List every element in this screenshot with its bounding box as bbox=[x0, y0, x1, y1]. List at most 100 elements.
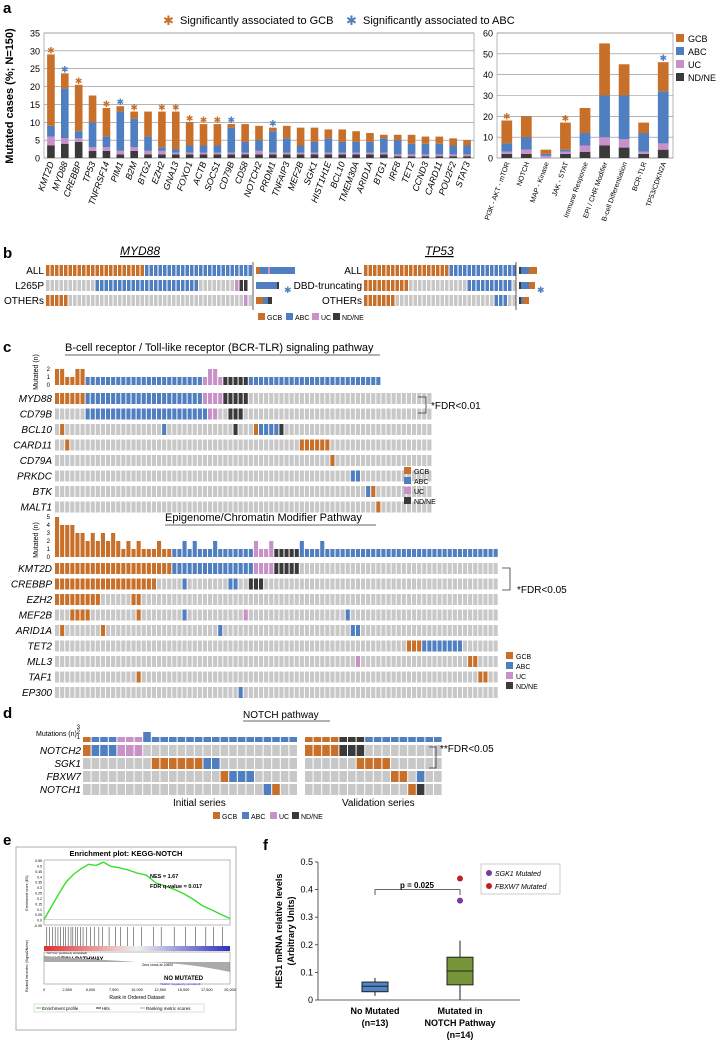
bcr-cell bbox=[172, 486, 177, 497]
bcr-cell bbox=[274, 424, 279, 435]
bcr-cell bbox=[391, 424, 396, 435]
epi-cell bbox=[106, 671, 111, 683]
panel-d-label: d bbox=[3, 705, 12, 722]
bcr-cell bbox=[320, 470, 325, 482]
bcr-cell bbox=[65, 424, 70, 435]
epi-cell bbox=[417, 594, 422, 605]
myd88-cell bbox=[163, 295, 167, 306]
bcr-cell bbox=[376, 439, 381, 451]
tp53-cell bbox=[386, 295, 390, 306]
notch-count-bar bbox=[220, 737, 229, 742]
epi-cell bbox=[406, 609, 411, 621]
epi-cell bbox=[473, 656, 478, 667]
bcr-cell bbox=[355, 424, 360, 435]
notch-validation-cell bbox=[408, 771, 416, 782]
epi-count-bar bbox=[111, 533, 116, 557]
gsea-xtick: 12,500 bbox=[154, 988, 166, 992]
genes-bar-gcb bbox=[88, 95, 97, 123]
myd88-star-icon: ✱ bbox=[284, 285, 292, 295]
epi-cell bbox=[85, 671, 90, 683]
bcr-count-bar bbox=[177, 377, 182, 385]
bcr-cell bbox=[111, 408, 116, 420]
epi-cell bbox=[294, 625, 299, 636]
bcr-cell bbox=[422, 501, 427, 513]
bcr-cell bbox=[361, 470, 366, 482]
notch-count-bar bbox=[194, 737, 203, 742]
epi-cell bbox=[391, 609, 396, 621]
bcr-cell bbox=[274, 486, 279, 497]
bcr-count-bar bbox=[167, 377, 172, 385]
genes-bar-gcb bbox=[380, 134, 388, 139]
epi-cell bbox=[391, 563, 396, 574]
notch-count-bar bbox=[330, 737, 339, 742]
notch-initial-cell bbox=[203, 771, 211, 782]
notch-validation-cell bbox=[382, 758, 390, 769]
bcr-cell bbox=[366, 470, 371, 482]
bcr-cell bbox=[325, 455, 330, 466]
bcr-cell bbox=[335, 470, 340, 482]
bcr-cell bbox=[376, 470, 381, 482]
notch-count-bar bbox=[143, 732, 151, 742]
epi-cell bbox=[223, 594, 228, 605]
epi-cell bbox=[259, 625, 264, 636]
bcr-cell bbox=[55, 424, 60, 435]
bcr-cell bbox=[100, 439, 105, 451]
bcr-cell bbox=[243, 455, 248, 466]
epi-count-bar bbox=[248, 549, 253, 557]
pathways-category-label: PI3K - AKT - mTOR bbox=[484, 161, 512, 221]
epi-cell bbox=[361, 687, 366, 698]
bcr-cell bbox=[208, 439, 213, 451]
myd88-cell bbox=[235, 295, 239, 306]
notch-initial-cell bbox=[83, 771, 91, 782]
bcr-cell bbox=[340, 408, 345, 420]
bcr-cell bbox=[366, 486, 371, 497]
notch-validation-cell bbox=[416, 771, 425, 782]
epi-cell bbox=[452, 563, 457, 574]
epi-cell bbox=[463, 687, 468, 698]
notch-initial-cell bbox=[246, 758, 254, 769]
bcr-cell bbox=[269, 393, 274, 404]
epi-cell bbox=[243, 671, 248, 683]
bcr-cell bbox=[248, 470, 253, 482]
epi-cell bbox=[371, 594, 376, 605]
myd88-cell bbox=[208, 280, 212, 291]
genes-bar-ndne bbox=[130, 150, 138, 158]
tp53-cell bbox=[454, 295, 458, 306]
epi-cell bbox=[192, 656, 197, 667]
epi-cell bbox=[299, 687, 304, 698]
epi-count-bar bbox=[406, 549, 411, 557]
notch-validation-cell bbox=[305, 771, 313, 782]
gsea-plot: Enrichment plot: KEGG-NOTCH0.550.50.450.… bbox=[15, 846, 237, 1031]
myd88-cell bbox=[221, 280, 225, 291]
bcr-cell bbox=[141, 393, 146, 404]
bcr-cell bbox=[233, 424, 238, 435]
pathways-bar-abc bbox=[579, 133, 591, 146]
pathways-bar-ndne bbox=[599, 145, 610, 158]
bcr-cell bbox=[289, 486, 294, 497]
notch-validation-cell bbox=[434, 758, 442, 769]
epi-cell bbox=[238, 687, 243, 698]
epi-cell bbox=[386, 625, 391, 636]
bcr-cell bbox=[208, 501, 213, 513]
bcr-cell bbox=[406, 408, 411, 420]
epi-cell bbox=[274, 625, 279, 636]
genes-bar-abc bbox=[213, 145, 222, 153]
bcr-cell bbox=[401, 455, 406, 466]
epi-cell bbox=[126, 609, 131, 621]
notch-validation-cell bbox=[399, 771, 408, 782]
tp53-cell bbox=[463, 280, 467, 291]
bcr-cell bbox=[310, 501, 315, 513]
epi-cell bbox=[289, 609, 294, 621]
bcr-cell bbox=[310, 455, 315, 466]
epi-cell bbox=[488, 640, 493, 652]
genes-bar-uc bbox=[158, 150, 166, 155]
myd88-summary-bar bbox=[268, 267, 270, 274]
epi-cell bbox=[187, 640, 192, 652]
bcr-cell bbox=[345, 455, 350, 466]
notch-initial-cell bbox=[177, 758, 186, 769]
gsea-ytick: -0.05 bbox=[34, 924, 42, 928]
epi-cell bbox=[422, 625, 427, 636]
epi-count-bar bbox=[126, 541, 131, 557]
epi-cell bbox=[279, 578, 284, 590]
bcr-cell bbox=[299, 424, 304, 435]
